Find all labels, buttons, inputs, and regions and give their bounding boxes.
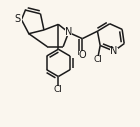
Text: N: N (110, 46, 118, 56)
FancyBboxPatch shape (12, 16, 22, 23)
Text: Cl: Cl (54, 85, 63, 94)
FancyBboxPatch shape (52, 86, 64, 93)
Text: N: N (65, 27, 72, 37)
FancyBboxPatch shape (110, 48, 118, 54)
FancyBboxPatch shape (65, 29, 72, 36)
Text: O: O (79, 50, 86, 60)
Text: Cl: Cl (93, 55, 102, 64)
Text: S: S (14, 14, 20, 24)
FancyBboxPatch shape (79, 51, 86, 58)
FancyBboxPatch shape (92, 56, 103, 63)
